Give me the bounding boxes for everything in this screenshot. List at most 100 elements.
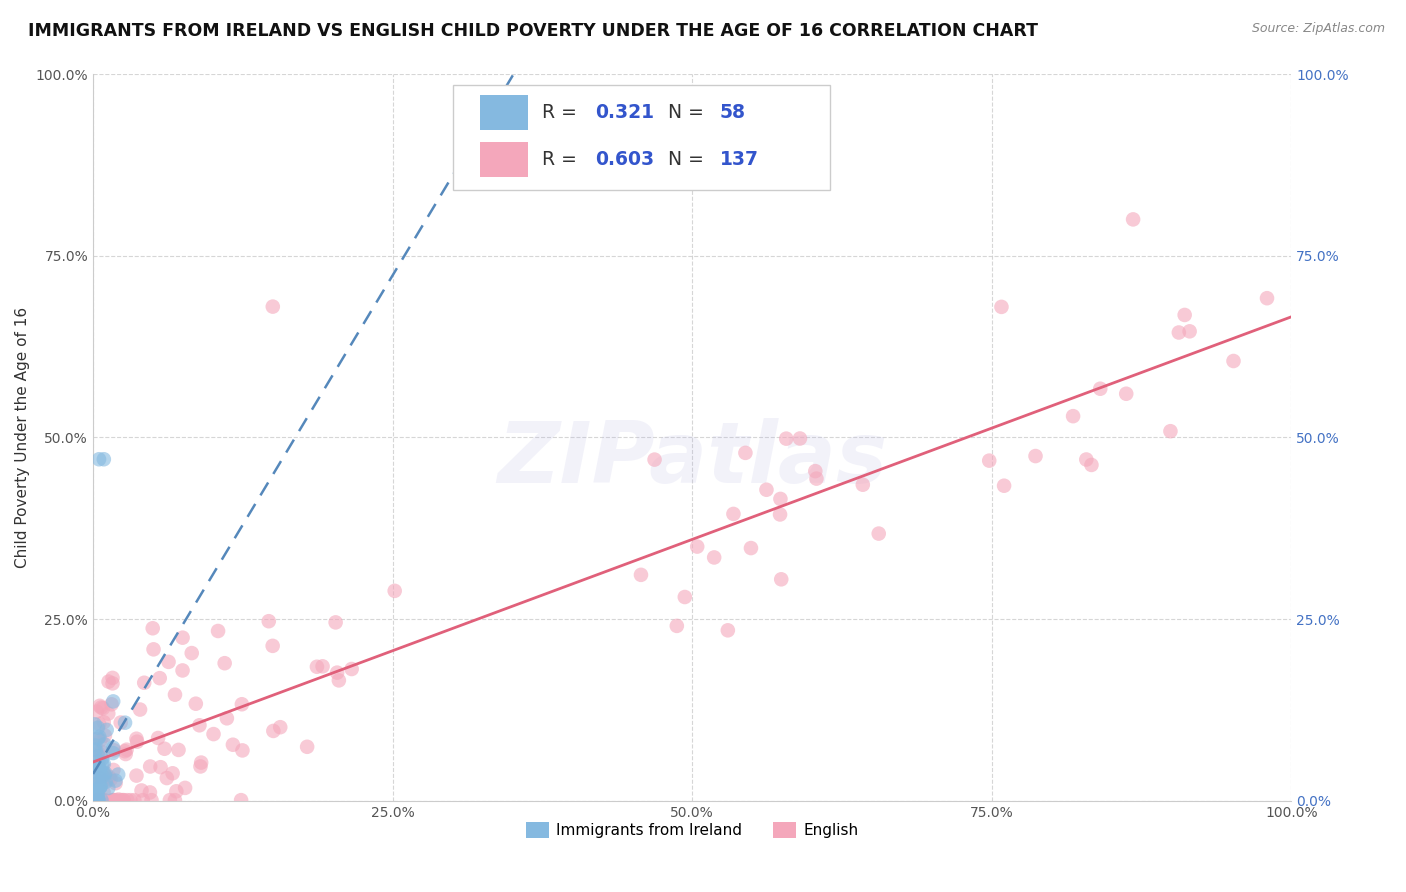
Point — [86, 787, 108, 801]
Point — [125, 731, 148, 746]
Point — [723, 507, 745, 521]
Point — [172, 664, 194, 678]
Point — [101, 793, 124, 807]
Point — [215, 711, 238, 725]
Point — [229, 793, 252, 807]
Point — [86, 758, 108, 772]
Point — [87, 793, 110, 807]
Point — [1025, 449, 1047, 463]
Point — [98, 770, 121, 784]
Point — [87, 760, 110, 774]
Point — [87, 754, 110, 768]
Point — [868, 526, 890, 541]
Point — [262, 639, 284, 653]
Point — [804, 464, 827, 478]
Point — [262, 300, 284, 314]
Point — [97, 674, 120, 689]
Point — [269, 720, 291, 734]
Point — [91, 751, 114, 765]
Point — [100, 698, 122, 712]
Point — [1115, 386, 1137, 401]
Point — [110, 715, 132, 730]
Point — [686, 540, 709, 554]
Point — [87, 771, 110, 785]
Point — [86, 766, 108, 780]
Point — [107, 792, 129, 806]
Point — [222, 738, 245, 752]
Point — [134, 675, 156, 690]
Point — [101, 740, 124, 755]
Point — [83, 777, 105, 791]
Point — [87, 778, 110, 792]
Point — [93, 766, 115, 780]
Point — [89, 780, 111, 795]
Point — [703, 550, 725, 565]
Point — [188, 718, 211, 732]
Point — [90, 779, 112, 793]
Point — [101, 671, 124, 685]
Point — [157, 655, 180, 669]
Point — [89, 698, 111, 713]
Text: N =: N = — [668, 103, 710, 122]
Text: 58: 58 — [720, 103, 745, 122]
Point — [86, 732, 108, 747]
FancyBboxPatch shape — [479, 142, 529, 177]
Point — [172, 631, 194, 645]
Text: R =: R = — [543, 150, 583, 169]
Point — [86, 789, 108, 803]
Point — [120, 793, 142, 807]
Point — [305, 659, 328, 673]
Point — [149, 760, 172, 774]
Point — [103, 743, 125, 757]
Point — [139, 785, 162, 799]
Point — [159, 793, 181, 807]
Point — [83, 793, 105, 807]
Point — [127, 734, 149, 748]
Point — [769, 508, 792, 522]
Point — [231, 698, 253, 712]
Point — [83, 793, 105, 807]
Point — [84, 793, 107, 807]
Point — [89, 763, 111, 777]
Point — [84, 739, 107, 753]
Point — [129, 702, 152, 716]
Point — [93, 756, 115, 771]
Point — [87, 776, 110, 790]
Point — [1080, 458, 1102, 472]
Point — [93, 715, 115, 730]
Point — [97, 706, 120, 721]
Point — [775, 432, 797, 446]
Point — [190, 759, 212, 773]
Point — [96, 723, 118, 737]
Point — [83, 717, 105, 731]
Point — [665, 619, 688, 633]
Point — [87, 793, 110, 807]
Point — [184, 697, 207, 711]
Point — [139, 759, 162, 773]
Point — [93, 768, 115, 782]
Point — [93, 785, 115, 799]
Point — [149, 671, 172, 685]
Text: ZIPatlas: ZIPatlas — [498, 417, 887, 500]
Point — [93, 737, 115, 751]
Point — [257, 614, 280, 628]
Text: IMMIGRANTS FROM IRELAND VS ENGLISH CHILD POVERTY UNDER THE AGE OF 16 CORRELATION: IMMIGRANTS FROM IRELAND VS ENGLISH CHILD… — [28, 22, 1038, 40]
Point — [734, 446, 756, 460]
FancyBboxPatch shape — [453, 85, 830, 190]
Point — [104, 773, 127, 788]
Point — [86, 773, 108, 788]
Point — [1076, 452, 1098, 467]
Point — [630, 567, 652, 582]
Point — [740, 541, 762, 555]
Point — [82, 793, 104, 807]
Point — [115, 742, 138, 756]
FancyBboxPatch shape — [479, 95, 529, 129]
Point — [1222, 354, 1244, 368]
Point — [167, 743, 190, 757]
Point — [86, 759, 108, 773]
Point — [86, 765, 108, 780]
Point — [146, 731, 169, 745]
Point — [91, 757, 114, 772]
Point — [94, 729, 117, 743]
Point — [131, 783, 153, 797]
